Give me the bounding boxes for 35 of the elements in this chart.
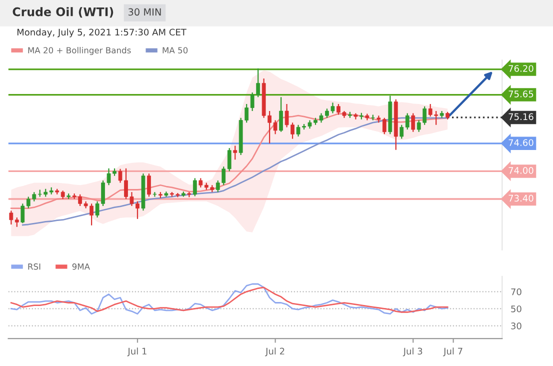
candlestick	[227, 147, 232, 172]
x-tick-label: Jul 3	[402, 348, 422, 356]
candlestick	[198, 178, 203, 188]
chart-title: Crude Oil (WTI)	[12, 7, 114, 18]
candlestick	[9, 210, 14, 226]
y-tick-label: 30	[511, 322, 522, 330]
candlestick	[279, 96, 283, 132]
candlestick	[273, 120, 278, 135]
x-tick-label: Jul 7	[443, 348, 462, 356]
x-tick-label: Jul 2	[265, 348, 284, 356]
candlestick	[405, 112, 410, 130]
legend-label: 9MA	[72, 263, 90, 270]
ref-line-label: 76.20	[508, 65, 534, 72]
legend-label: RSI	[28, 263, 40, 270]
candlestick	[152, 192, 157, 198]
candlestick	[400, 124, 404, 140]
legend-label: MA 20 + Bollinger Bands	[28, 46, 131, 56]
x-tick-label: Jul 1	[127, 348, 146, 356]
ref-line-label: 75.65	[508, 90, 534, 98]
candlestick	[147, 172, 151, 198]
y-tick-label: 50	[511, 305, 522, 312]
candlestick	[411, 112, 416, 132]
chart-subtitle: 30 MIN	[128, 8, 161, 16]
y-tick-label: 70	[511, 288, 522, 296]
candlestick	[14, 216, 19, 228]
ref-line-label: 73.40	[508, 194, 534, 202]
ref-line-label: 75.16	[508, 113, 534, 120]
ref-line-label: 74.00	[508, 167, 534, 174]
legend-label: MA 50	[162, 47, 188, 54]
ref-line-label: 74.60	[508, 139, 534, 146]
text: Monday, July 5, 2021 1:57:30 AM CET	[17, 28, 186, 38]
candlestick	[382, 117, 386, 135]
candlestick	[20, 203, 25, 224]
candlestick	[192, 178, 197, 197]
candlestick	[233, 145, 238, 160]
